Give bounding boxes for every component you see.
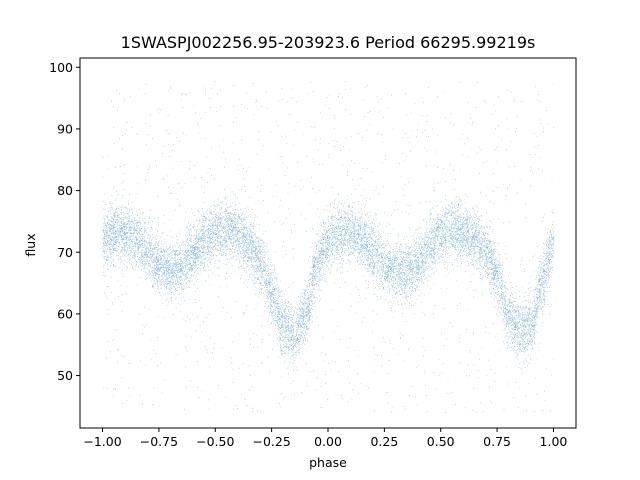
y-tick-label: 90 — [57, 121, 73, 136]
y-axis: 50 60 70 80 90 100 — [49, 60, 80, 383]
x-tick-label: −0.50 — [196, 434, 234, 449]
y-tick-label: 60 — [57, 306, 73, 321]
y-tick-label: 50 — [57, 368, 73, 383]
scatter-points — [102, 81, 555, 413]
x-tick-label: 0.00 — [314, 434, 342, 449]
x-tick-label: −0.75 — [140, 434, 178, 449]
y-tick-label: 70 — [57, 245, 73, 260]
data-points — [102, 81, 555, 413]
x-tick-label: 0.50 — [427, 434, 455, 449]
y-tick-label: 100 — [49, 60, 73, 75]
x-tick-label: −0.25 — [252, 434, 290, 449]
x-tick-label: 0.75 — [483, 434, 511, 449]
x-axis: −1.00 −0.75 −0.50 −0.25 0.00 0.25 0.50 0.75 1.00 — [83, 428, 567, 449]
x-axis-label: phase — [309, 455, 347, 470]
y-tick-label: 80 — [57, 183, 73, 198]
x-tick-label: −1.00 — [83, 434, 121, 449]
y-axis-label: flux — [23, 233, 38, 256]
x-tick-label: 0.25 — [370, 434, 398, 449]
x-tick-label: 1.00 — [540, 434, 568, 449]
chart-title: 1SWASPJ002256.95-203923.6 Period 66295.9… — [121, 33, 536, 52]
